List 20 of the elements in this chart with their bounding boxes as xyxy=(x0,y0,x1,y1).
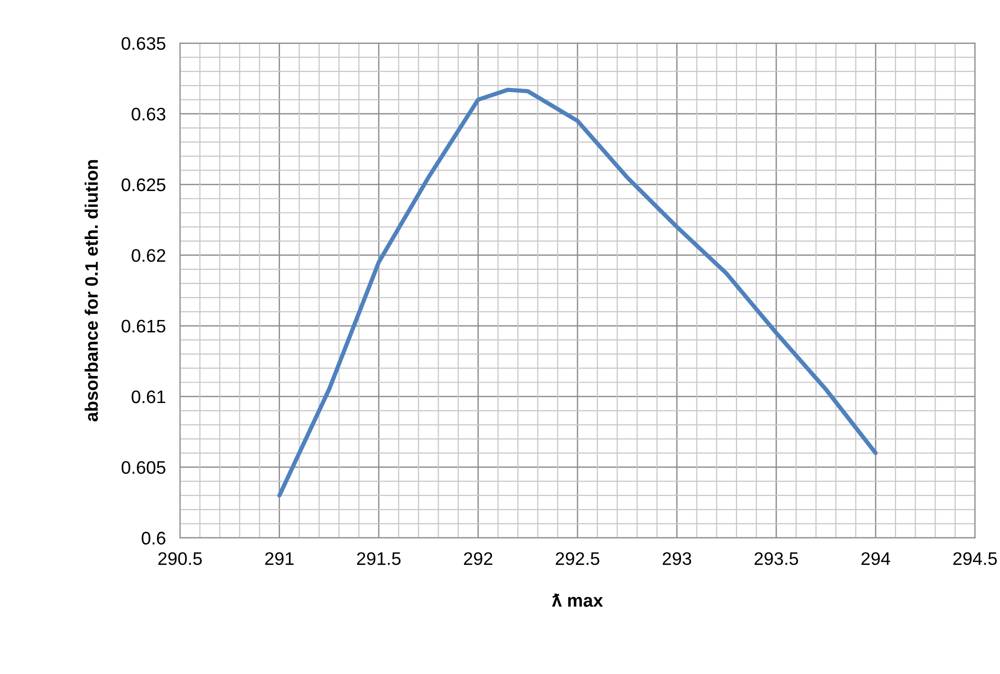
line-series xyxy=(277,88,878,498)
x-tick-label: 294.5 xyxy=(953,552,997,566)
y-tick-label: 0.615 xyxy=(122,320,166,333)
y-tick-label: 0.635 xyxy=(122,37,166,50)
x-tick-label: 291.5 xyxy=(357,552,401,566)
x-tick-label: 291 xyxy=(265,552,294,566)
x-tick-label: 292 xyxy=(464,552,492,566)
x-tick-label: 292.5 xyxy=(556,552,600,566)
y-tick-label: 0.625 xyxy=(122,178,166,192)
y-tick-label: 0.63 xyxy=(132,108,166,121)
y-tick-label: 0.62 xyxy=(132,249,166,262)
y-axis-title: absorbance for 0.1 eth. diution xyxy=(84,160,98,422)
y-tick-label: 0.6 xyxy=(142,532,166,545)
x-tick-label: 293.5 xyxy=(754,552,798,566)
x-tick-label: 294 xyxy=(861,552,890,566)
y-tick-label: 0.605 xyxy=(122,461,166,474)
y-tick-label: 0.61 xyxy=(132,390,166,404)
x-tick-label: 290.5 xyxy=(158,552,202,566)
x-axis-title: ƛ max xyxy=(552,594,603,607)
x-tick-label: 293 xyxy=(662,552,692,566)
